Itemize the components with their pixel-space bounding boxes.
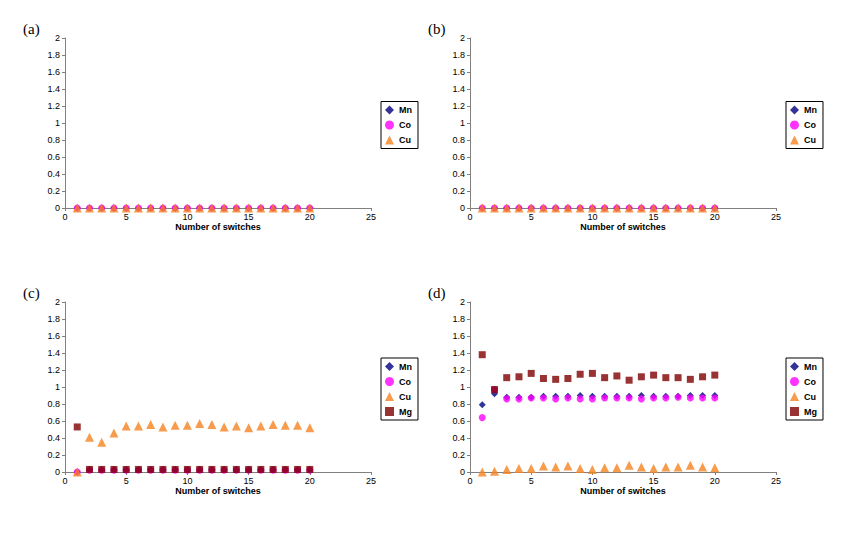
svg-text:0.4: 0.4 [452,433,465,443]
svg-text:1: 1 [55,382,60,392]
svg-text:Number of switches: Number of switches [580,486,666,496]
svg-text:10: 10 [587,476,597,486]
svg-text:1.4: 1.4 [452,84,465,94]
svg-text:1.8: 1.8 [452,50,465,60]
svg-text:0.8: 0.8 [47,399,60,409]
svg-text:Mn: Mn [399,105,412,115]
svg-text:5: 5 [529,212,534,222]
svg-text:1.2: 1.2 [452,101,465,111]
svg-text:0.6: 0.6 [452,416,465,426]
svg-text:Co: Co [399,120,411,130]
svg-text:0.2: 0.2 [47,450,60,460]
svg-text:25: 25 [771,476,781,486]
svg-text:Mn: Mn [804,362,817,372]
svg-text:10: 10 [182,476,192,486]
svg-text:(b): (b) [428,21,446,38]
svg-text:1.4: 1.4 [47,348,60,358]
svg-text:0.8: 0.8 [452,399,465,409]
svg-text:2: 2 [55,297,60,307]
svg-text:1.6: 1.6 [47,331,60,341]
svg-text:5: 5 [124,476,129,486]
svg-text:2: 2 [55,33,60,43]
svg-text:0: 0 [460,203,465,213]
svg-text:1.8: 1.8 [47,50,60,60]
svg-text:25: 25 [771,212,781,222]
svg-text:0.8: 0.8 [452,135,465,145]
svg-text:10: 10 [182,212,192,222]
svg-text:2: 2 [460,297,465,307]
svg-text:Cu: Cu [804,135,816,145]
svg-text:0.6: 0.6 [47,416,60,426]
svg-text:Mg: Mg [399,407,412,417]
svg-text:5: 5 [124,212,129,222]
svg-text:Co: Co [804,120,816,130]
svg-text:Co: Co [399,377,411,387]
svg-text:Cu: Cu [804,392,816,402]
svg-text:2: 2 [460,33,465,43]
svg-text:0: 0 [460,467,465,477]
svg-text:1.2: 1.2 [452,365,465,375]
svg-text:1.4: 1.4 [452,348,465,358]
svg-text:Mn: Mn [399,362,412,372]
svg-text:0: 0 [467,476,472,486]
svg-text:5: 5 [529,476,534,486]
svg-text:0.2: 0.2 [452,186,465,196]
svg-text:1: 1 [55,118,60,128]
svg-text:0.4: 0.4 [47,169,60,179]
svg-text:Number of switches: Number of switches [175,222,261,232]
svg-text:Co: Co [804,377,816,387]
svg-text:0.6: 0.6 [47,152,60,162]
svg-text:(c): (c) [23,285,40,302]
svg-text:15: 15 [244,476,254,486]
svg-text:0.4: 0.4 [452,169,465,179]
svg-text:0.4: 0.4 [47,433,60,443]
svg-text:10: 10 [587,212,597,222]
svg-text:Number of switches: Number of switches [175,486,261,496]
svg-text:0.2: 0.2 [452,450,465,460]
svg-text:0: 0 [62,476,67,486]
svg-text:25: 25 [366,212,376,222]
svg-text:1.6: 1.6 [47,67,60,77]
svg-text:20: 20 [710,212,720,222]
svg-text:20: 20 [305,212,315,222]
svg-text:0.6: 0.6 [452,152,465,162]
svg-text:0: 0 [55,467,60,477]
svg-text:1.8: 1.8 [47,314,60,324]
svg-text:1: 1 [460,118,465,128]
svg-text:0.2: 0.2 [47,186,60,196]
svg-text:1.4: 1.4 [47,84,60,94]
svg-text:15: 15 [244,212,254,222]
svg-text:Number of switches: Number of switches [580,222,666,232]
svg-text:0.8: 0.8 [47,135,60,145]
svg-text:(d): (d) [428,285,446,302]
svg-text:1.6: 1.6 [452,67,465,77]
svg-text:1: 1 [460,382,465,392]
svg-text:25: 25 [366,476,376,486]
svg-text:15: 15 [649,476,659,486]
svg-text:Mn: Mn [804,105,817,115]
svg-text:20: 20 [710,476,720,486]
svg-text:0: 0 [55,203,60,213]
svg-text:(a): (a) [23,21,40,38]
svg-text:0: 0 [62,212,67,222]
svg-text:1.6: 1.6 [452,331,465,341]
svg-text:1.2: 1.2 [47,365,60,375]
svg-text:15: 15 [649,212,659,222]
svg-text:1.2: 1.2 [47,101,60,111]
svg-text:Cu: Cu [399,392,411,402]
svg-text:0: 0 [467,212,472,222]
svg-text:1.8: 1.8 [452,314,465,324]
svg-text:Mg: Mg [804,407,817,417]
svg-text:Cu: Cu [399,135,411,145]
svg-text:20: 20 [305,476,315,486]
